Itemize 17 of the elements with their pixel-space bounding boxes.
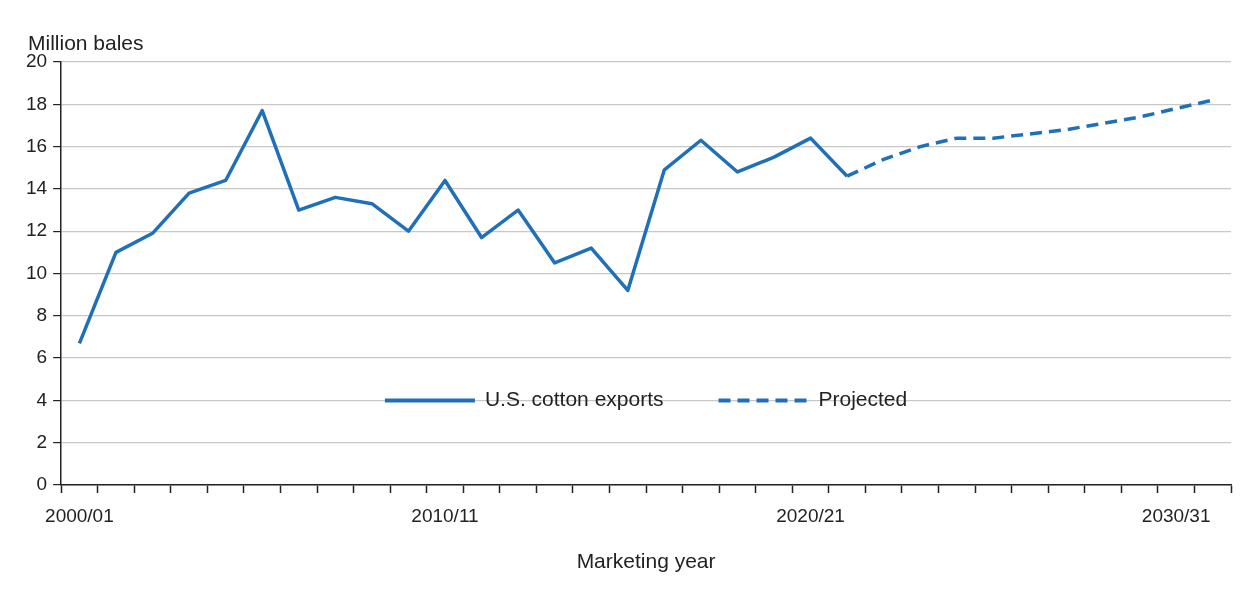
x-axis-title: Marketing year: [576, 549, 716, 573]
y-tick-label: 4: [36, 388, 48, 410]
x-tick-label: 2020/21: [776, 504, 845, 526]
x-tick-label: 2000/01: [45, 504, 114, 526]
y-tick-label: 2: [36, 430, 48, 452]
y-tick-label: 10: [25, 261, 48, 283]
y-tick-label: 6: [36, 346, 48, 368]
y-tick-label: 12: [25, 219, 48, 241]
legend-label: U.S. cotton exports: [484, 387, 664, 411]
y-tick-label: 16: [25, 134, 48, 156]
x-tick-label: 2030/31: [1141, 504, 1211, 526]
y-tick-label: 0: [36, 473, 48, 495]
y-tick-label: 14: [25, 177, 48, 199]
y-tick-label: 8: [36, 304, 48, 326]
y-tick-label: 18: [25, 92, 48, 114]
x-tick-label: 2010/11: [411, 504, 479, 526]
legend-label: Projected: [818, 387, 908, 411]
